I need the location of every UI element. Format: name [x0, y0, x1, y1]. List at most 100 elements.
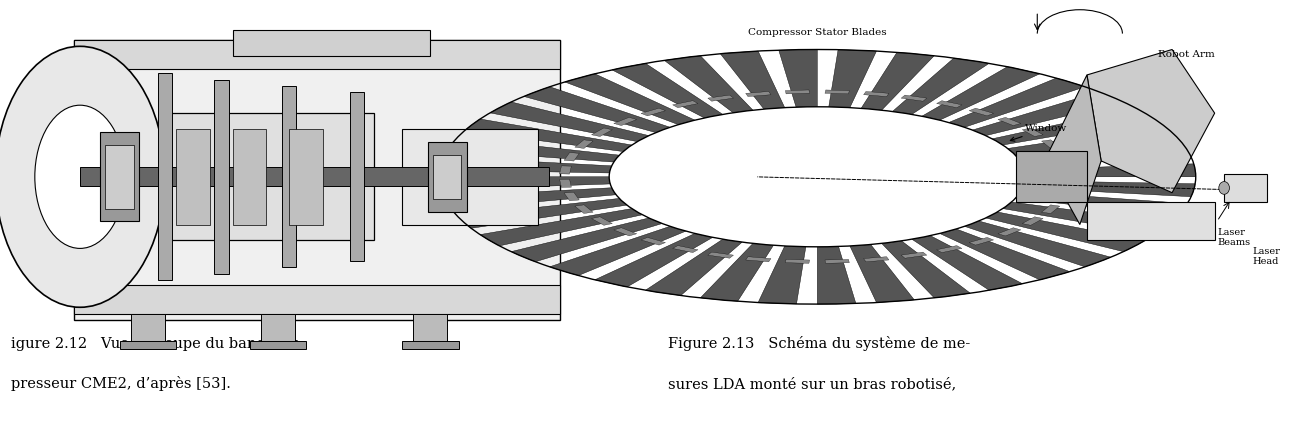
Bar	[250, 341, 306, 349]
Wedge shape	[511, 218, 662, 262]
Bar	[402, 129, 537, 225]
Bar	[863, 257, 890, 262]
Text: Laser
Beams: Laser Beams	[1217, 228, 1250, 247]
Text: Robot Arm: Robot Arm	[1158, 50, 1214, 58]
Wedge shape	[922, 67, 1039, 120]
Bar	[427, 142, 466, 212]
Wedge shape	[1025, 164, 1196, 177]
Wedge shape	[549, 226, 686, 275]
Bar	[708, 95, 733, 101]
Wedge shape	[850, 244, 915, 302]
Bar	[414, 314, 447, 342]
Bar	[673, 101, 698, 108]
Polygon shape	[1087, 50, 1214, 193]
Wedge shape	[758, 246, 805, 304]
Bar	[745, 257, 771, 262]
Text: Figure 2.13   Schéma du système de me-: Figure 2.13 Schéma du système de me-	[668, 336, 970, 351]
Wedge shape	[1016, 191, 1188, 216]
Wedge shape	[829, 50, 876, 108]
Wedge shape	[457, 198, 627, 228]
Bar	[80, 167, 549, 187]
Bar	[100, 132, 139, 221]
Bar	[75, 40, 560, 320]
Bar	[641, 108, 665, 116]
Bar	[591, 217, 612, 225]
Bar	[105, 145, 134, 209]
Bar	[997, 117, 1021, 126]
Bar	[233, 30, 431, 56]
Bar	[131, 314, 164, 342]
Bar	[574, 140, 593, 149]
Wedge shape	[1022, 181, 1196, 197]
Wedge shape	[490, 102, 649, 141]
Bar	[1042, 205, 1060, 213]
Text: Compressor Stator Blades: Compressor Stator Blades	[748, 28, 887, 37]
Ellipse shape	[1219, 182, 1230, 194]
Wedge shape	[524, 87, 670, 133]
Bar	[1042, 140, 1060, 149]
Bar	[614, 117, 637, 126]
Bar	[574, 205, 593, 213]
Bar	[1055, 152, 1071, 161]
Bar	[1016, 151, 1087, 202]
Bar	[260, 314, 294, 342]
Text: Window: Window	[1010, 124, 1068, 141]
Text: igure 2.12   Vue en coupe du banc com-: igure 2.12 Vue en coupe du banc com-	[11, 337, 305, 351]
Wedge shape	[986, 212, 1144, 251]
Wedge shape	[972, 92, 1123, 136]
Bar	[560, 166, 572, 174]
Wedge shape	[645, 239, 742, 296]
Bar	[937, 246, 962, 252]
Bar	[214, 80, 229, 274]
Bar	[1063, 179, 1075, 187]
Bar	[825, 90, 849, 94]
Wedge shape	[612, 63, 723, 118]
Wedge shape	[1008, 126, 1177, 155]
Text: Laser
Head: Laser Head	[1252, 247, 1280, 266]
Wedge shape	[949, 78, 1085, 127]
Wedge shape	[565, 74, 695, 125]
Bar	[641, 237, 665, 245]
Bar	[901, 252, 926, 258]
Bar	[591, 128, 612, 137]
Bar	[937, 101, 962, 108]
Wedge shape	[700, 244, 774, 301]
Wedge shape	[720, 51, 784, 109]
Wedge shape	[439, 177, 610, 190]
Wedge shape	[964, 221, 1110, 267]
Wedge shape	[444, 188, 616, 210]
Wedge shape	[480, 209, 643, 246]
Bar	[158, 73, 172, 280]
Bar	[786, 259, 809, 263]
Bar	[560, 179, 572, 187]
Bar	[708, 252, 733, 258]
Bar	[289, 129, 323, 225]
Bar	[1022, 217, 1043, 225]
Wedge shape	[912, 236, 1022, 290]
Bar	[564, 192, 579, 201]
Bar	[75, 40, 560, 69]
Bar	[1063, 166, 1075, 174]
Wedge shape	[439, 157, 612, 173]
Bar	[434, 155, 461, 199]
Bar	[901, 95, 926, 101]
Circle shape	[610, 107, 1025, 247]
Wedge shape	[779, 50, 817, 107]
Wedge shape	[447, 137, 619, 162]
Bar	[604, 18, 1314, 336]
Bar	[402, 341, 459, 349]
Wedge shape	[595, 233, 712, 287]
Ellipse shape	[0, 46, 164, 307]
Wedge shape	[892, 58, 989, 114]
Polygon shape	[1045, 75, 1101, 225]
Bar	[1225, 174, 1267, 202]
Ellipse shape	[34, 105, 125, 248]
Bar	[997, 228, 1021, 236]
Bar	[1022, 128, 1043, 137]
Wedge shape	[1003, 202, 1171, 235]
Bar	[614, 228, 637, 236]
Wedge shape	[1018, 144, 1190, 166]
Bar	[745, 91, 771, 96]
Bar	[350, 92, 364, 261]
Bar	[75, 285, 560, 314]
